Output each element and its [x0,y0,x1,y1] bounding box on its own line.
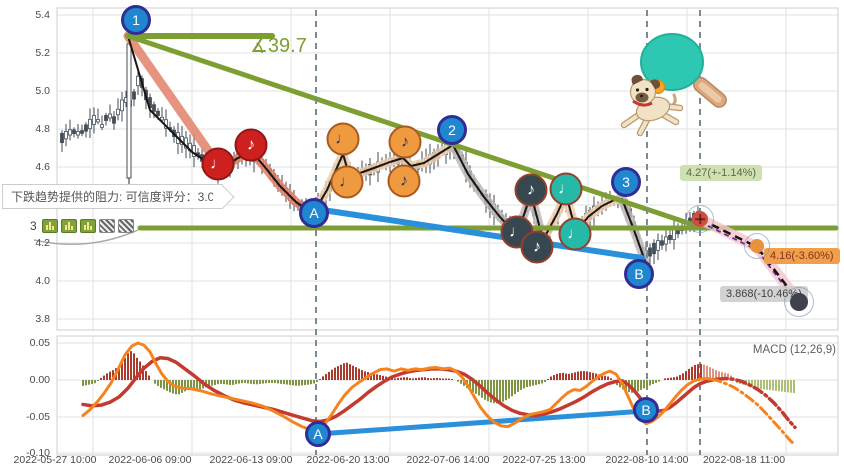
music-note-marker[interactable]: ♪ [387,164,421,198]
music-note-marker[interactable]: ♩ [326,122,360,156]
y-axis-label: 4.8 [35,123,50,135]
zigzag-halo [617,194,650,266]
x-axis-label: 2022-07-06 14:00 [406,454,490,466]
y-axis-label: 5.4 [35,9,50,21]
music-note-marker[interactable]: ♪ [388,125,422,159]
music-note-marker[interactable]: ♪ [234,128,268,162]
forecast-point-ring[interactable] [784,287,814,317]
main-marker-A[interactable]: A [299,198,329,228]
trend-tooltip-text: 下跌趋势提供的阻力: 可信度评分：3.0 [11,190,215,204]
macd-y-axis-label: 0.05 [29,337,50,349]
y-axis-label: 3.8 [35,313,50,325]
x-axis-label: 2022-06-06 09:00 [108,454,192,466]
macd-y-axis-label: -0.10 [26,447,50,459]
forecast-level-label: 4.27(+-1.14%) [680,165,763,181]
confidence-rating-value: 3 [30,219,37,233]
forecast-point-dot [750,239,764,253]
x-axis-label: 2022-06-20 13:00 [306,454,390,466]
x-axis-label: 2022-06-13 09:00 [209,454,293,466]
x-axis-label: 2022-08-10 14:00 [605,454,689,466]
main-marker-3[interactable]: 3 [611,167,641,197]
support-blue-macd-trendline[interactable] [315,408,648,437]
forecast-point-ring[interactable] [744,233,770,259]
macd-y-axis-label: -0.05 [26,411,50,423]
macd-indicator-label: MACD (12,26,9) [752,344,836,356]
y-axis-label: 4.0 [35,275,50,287]
y-axis-label: 5.0 [35,85,50,97]
main-marker-2[interactable]: 2 [437,115,467,145]
main-marker-B[interactable]: B [624,259,654,289]
trendline-angle-label: ∡39.7 [250,35,307,57]
macd-y-axis-label: 0.00 [29,374,50,386]
forecast-point-dot [692,211,708,227]
music-note-marker[interactable]: ♩ [549,172,583,206]
macd-dea-line [716,376,797,430]
rating-chart-icon [41,219,58,233]
macd-dea-line [81,356,720,424]
main-marker-1[interactable]: 1 [121,5,151,35]
forecast-point-ring[interactable] [686,205,714,233]
y-axis-label: 4.6 [35,161,50,173]
macd-dif-line [81,341,714,432]
support-blue-main-trendline[interactable] [313,206,645,261]
pug-pingpong-sticker[interactable] [612,30,734,144]
music-note-marker[interactable]: ♩ [330,165,364,199]
macd-dif-line [710,377,797,447]
candles-layer [60,36,700,266]
tooltip-arrow-icon [210,184,235,209]
rating-chart-icon-empty [98,219,115,233]
macd-marker-B[interactable]: B [633,397,659,423]
music-note-marker[interactable]: ♩ [201,147,235,181]
forecast-point-dot [790,293,808,311]
x-axis-label: 2022-07-25 13:00 [502,454,586,466]
y-axis-label: 5.2 [35,47,50,59]
x-axis-label: 2022-05-27 10:00 [13,454,97,466]
trend-tooltip: 下跌趋势提供的阻力: 可信度评分：3.0 [2,184,235,209]
y-axis-label: 4.2 [35,237,50,249]
music-note-marker[interactable]: ♩ [558,217,592,251]
confidence-rating: 3 [30,219,134,233]
rating-chart-icon [60,219,77,233]
x-axis-label: 2022-08-18 11:00 [702,454,786,466]
music-note-marker[interactable]: ♪ [514,173,548,207]
music-note-marker[interactable]: ♪ [520,230,554,264]
forecast-level-label: 4.16(-3.60%) [764,248,840,264]
macd-histogram [82,351,795,404]
rating-chart-icon [79,219,96,233]
macd-marker-A[interactable]: A [305,421,331,447]
rating-chart-icon-empty [117,219,134,233]
